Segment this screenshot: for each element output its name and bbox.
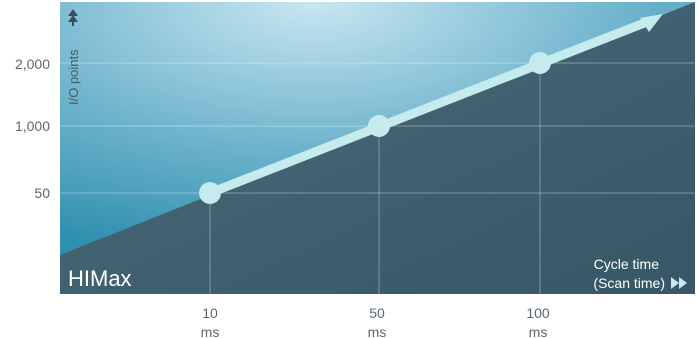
data-point-100 <box>529 52 551 74</box>
series-line <box>208 15 654 198</box>
x-tick-unit-100: ms <box>529 324 548 338</box>
y-tick-label-2000: 2,000 <box>15 56 50 72</box>
series-arrow-icon <box>640 14 663 32</box>
y-axis-label: I/O points <box>66 49 81 105</box>
x-tick-label-10: 10 <box>202 305 218 321</box>
brand-label: HIMax <box>68 266 132 291</box>
data-points <box>199 52 551 204</box>
x-tick-label-50: 50 <box>369 305 385 321</box>
data-point-10 <box>199 182 221 204</box>
x-tick-unit-10: ms <box>201 324 220 338</box>
plot-area-fill <box>60 2 695 294</box>
x-axis-arrow-icon <box>671 277 687 289</box>
x-tick-label-100: 100 <box>526 305 550 321</box>
y-tick-label-50: 50 <box>34 185 50 201</box>
data-point-50 <box>368 115 390 137</box>
y-tick-label-1000: 1,000 <box>15 118 50 134</box>
x-axis-label-line1: Cycle time <box>594 256 660 272</box>
vertical-grid <box>209 63 541 294</box>
x-axis-label-line2: (Scan time) <box>593 275 665 291</box>
x-tick-unit-50: ms <box>368 324 387 338</box>
y-axis-arrow-icon <box>68 9 78 26</box>
